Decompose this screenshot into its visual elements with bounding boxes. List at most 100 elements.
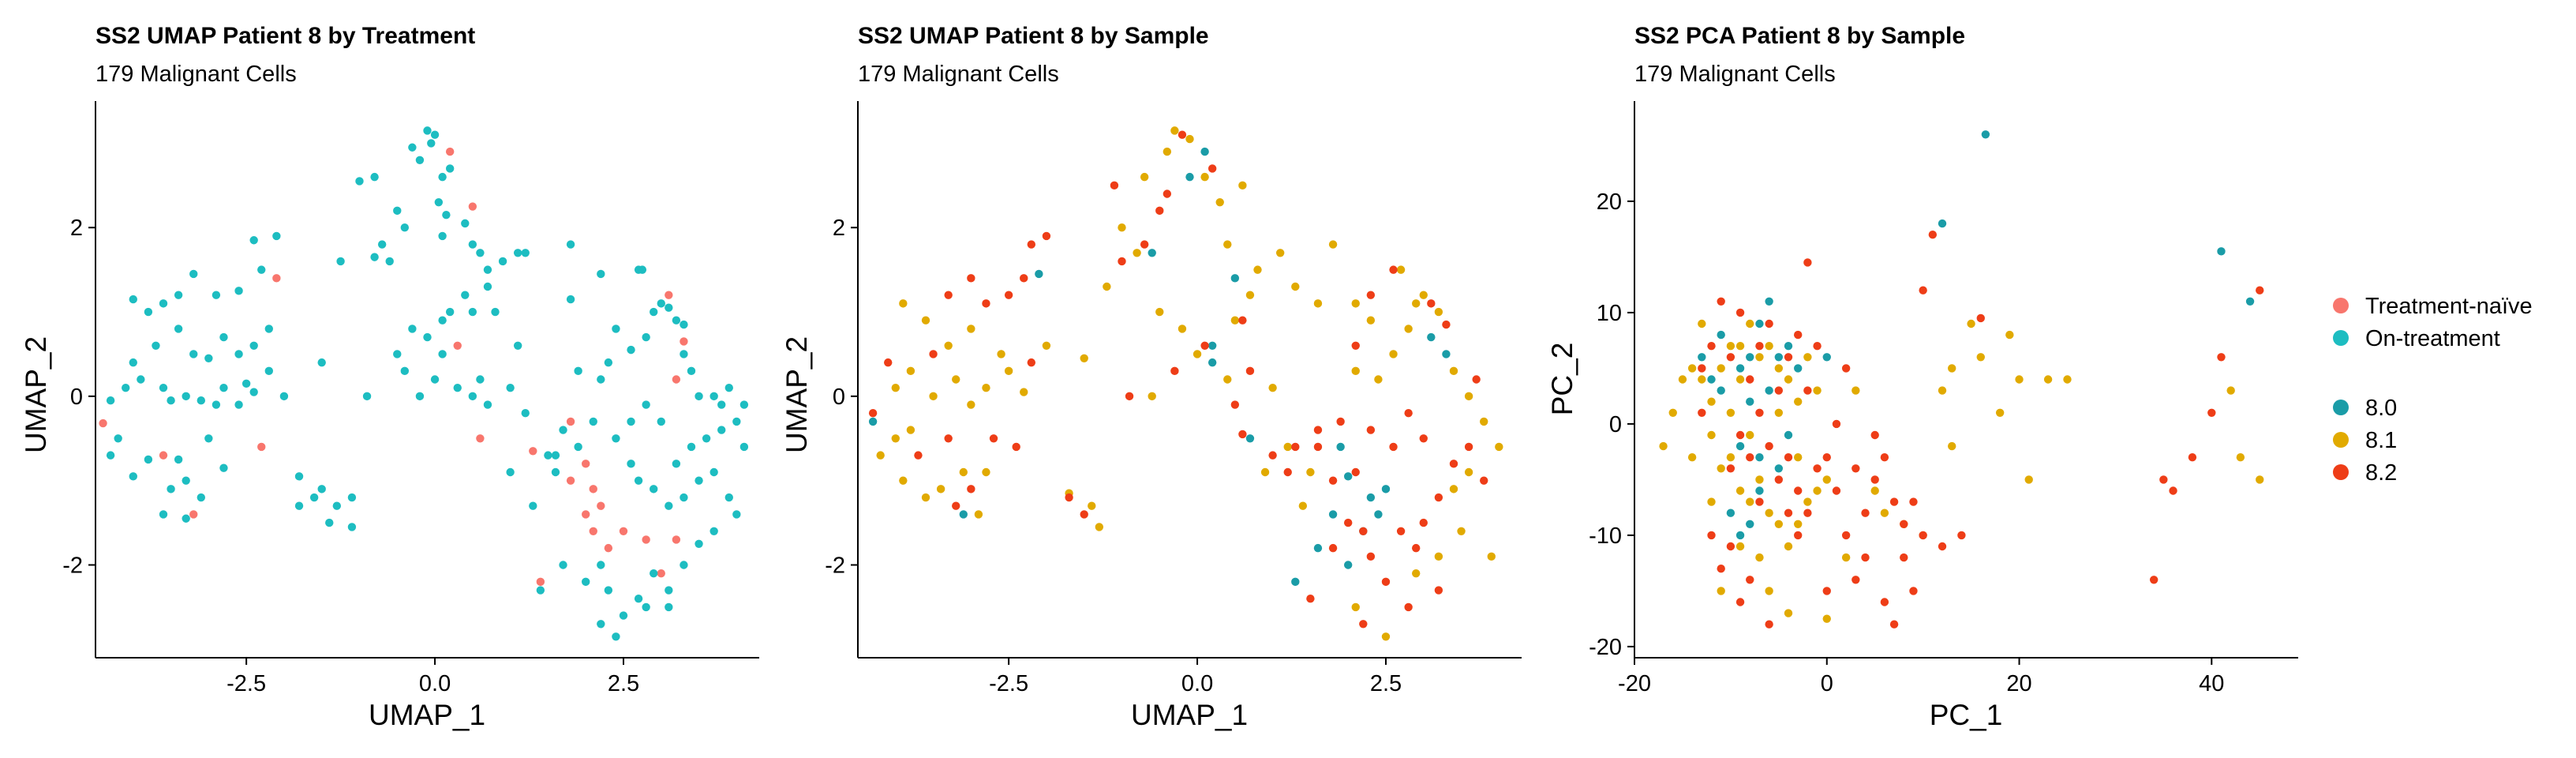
data-point — [1803, 497, 1812, 506]
data-point — [1313, 543, 1323, 553]
data-point — [710, 467, 718, 477]
data-point — [1298, 501, 1308, 510]
data-point — [2217, 247, 2226, 256]
data-point — [1080, 354, 1088, 362]
data-point — [921, 493, 930, 502]
x-tick-label: -2.5 — [227, 671, 266, 696]
data-point — [1746, 453, 1754, 462]
data-point — [264, 325, 274, 333]
data-point — [724, 383, 733, 392]
data-point — [1389, 442, 1398, 452]
data-point — [1735, 542, 1745, 551]
data-point — [491, 307, 500, 317]
y-axis-label: UMAP_2 — [781, 336, 813, 453]
data-point — [234, 287, 243, 295]
data-point — [1900, 520, 1908, 528]
axis-ticks: -2.5 0.0 2.5 -2 0 2 — [825, 216, 1402, 696]
data-point — [189, 269, 198, 279]
legend-label-sample-8-2: 8.2 — [2365, 460, 2397, 486]
data-point — [1442, 320, 1451, 329]
data-point — [604, 358, 613, 367]
data-point — [1328, 240, 1338, 249]
data-point — [1419, 291, 1428, 299]
data-point — [642, 332, 650, 342]
data-point — [967, 400, 975, 409]
data-point — [393, 350, 402, 358]
data-point — [189, 510, 198, 519]
data-point — [498, 257, 507, 266]
data-point — [1480, 476, 1488, 485]
data-points — [1659, 130, 2264, 629]
data-point — [959, 510, 968, 519]
data-point — [1726, 542, 1735, 551]
data-point — [122, 383, 130, 392]
data-point — [1746, 497, 1754, 506]
panel-title: SS2 UMAP Patient 8 by Sample — [858, 23, 1209, 49]
data-point — [1755, 408, 1764, 417]
data-point — [242, 379, 251, 388]
data-point — [891, 434, 900, 443]
data-point — [219, 332, 228, 342]
data-point — [1735, 441, 1745, 451]
data-point — [906, 366, 915, 376]
data-point — [1404, 409, 1413, 418]
data-point — [174, 455, 183, 464]
data-point — [1726, 342, 1735, 351]
data-point — [1813, 342, 1822, 351]
data-point — [581, 510, 590, 519]
x-tick-label: 0 — [1821, 671, 1833, 696]
data-point — [1995, 408, 2005, 417]
data-point — [1784, 375, 1793, 384]
data-point — [1412, 543, 1421, 553]
data-point — [1717, 364, 1725, 373]
data-point — [1313, 299, 1323, 308]
data-point — [1328, 543, 1338, 553]
panel-subtitle: 179 Malignant Cells — [858, 62, 1059, 87]
data-point — [129, 472, 137, 481]
data-point — [1765, 297, 1773, 306]
data-point — [1381, 485, 1391, 493]
data-point — [174, 325, 183, 333]
x-tick-label: -2.5 — [989, 671, 1028, 696]
data-point — [952, 375, 960, 384]
data-point — [695, 392, 703, 401]
x-axis-label: PC_1 — [1930, 699, 2003, 731]
data-point — [1118, 257, 1126, 266]
legend-key-on-treatment — [2333, 330, 2349, 346]
data-point — [1185, 172, 1194, 182]
data-point — [1981, 130, 1990, 139]
data-point — [1784, 430, 1793, 440]
data-point — [2245, 297, 2255, 306]
data-point — [1343, 518, 1353, 527]
data-point — [347, 523, 357, 531]
data-point — [2226, 386, 2235, 395]
data-point — [1678, 375, 1687, 384]
data-point — [204, 434, 213, 443]
data-point — [717, 400, 726, 409]
x-tick-label: 40 — [2199, 671, 2224, 696]
y-tick-label: 2 — [70, 216, 83, 241]
data-point — [1035, 269, 1043, 279]
data-point — [680, 350, 688, 358]
data-point — [536, 586, 545, 595]
data-point — [1668, 408, 1677, 417]
data-point — [566, 295, 575, 304]
data-point — [234, 400, 243, 409]
data-point — [1404, 325, 1413, 333]
data-point — [1822, 475, 1831, 484]
data-point — [559, 426, 567, 434]
data-point — [1967, 319, 1975, 328]
data-point — [2149, 576, 2159, 584]
data-point — [672, 316, 681, 325]
data-point — [204, 354, 213, 362]
panel-title: SS2 PCA Patient 8 by Sample — [1634, 23, 1965, 49]
data-point — [665, 501, 673, 510]
data-point — [294, 501, 304, 510]
data-point — [1140, 240, 1149, 249]
data-point — [1381, 577, 1391, 587]
data-point — [1735, 342, 1745, 351]
data-point — [1919, 286, 1927, 295]
data-point — [1832, 419, 1841, 429]
data-point — [612, 632, 620, 641]
data-point — [589, 485, 597, 493]
